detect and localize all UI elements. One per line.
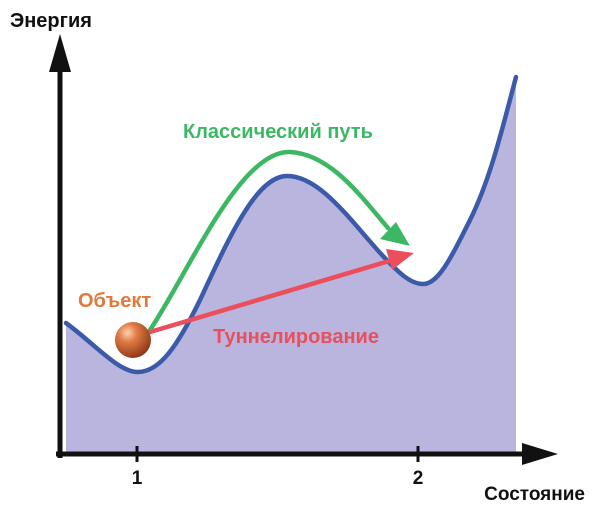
- tunneling-arrow-line: [147, 256, 399, 335]
- classical-path-line: [147, 149, 391, 333]
- energy-curve: [63, 74, 519, 375]
- classical-path-arrowhead: [380, 222, 410, 246]
- y-axis-label: Энергия: [10, 10, 92, 32]
- object-label: Объект: [78, 290, 151, 312]
- x-tick-label-2: 2: [413, 468, 424, 489]
- classical-path-label: Классический путь: [183, 121, 373, 143]
- x-axis-arrowhead: [522, 443, 558, 465]
- energy-area: [66, 77, 516, 452]
- object-ball: [115, 322, 151, 358]
- tunneling-arrowhead: [386, 249, 414, 270]
- x-tick-label-1: 1: [132, 468, 143, 489]
- tunneling-label: Туннелирование: [213, 326, 379, 348]
- y-axis-arrowhead: [49, 34, 71, 72]
- x-axis-label: Состояние: [484, 484, 585, 505]
